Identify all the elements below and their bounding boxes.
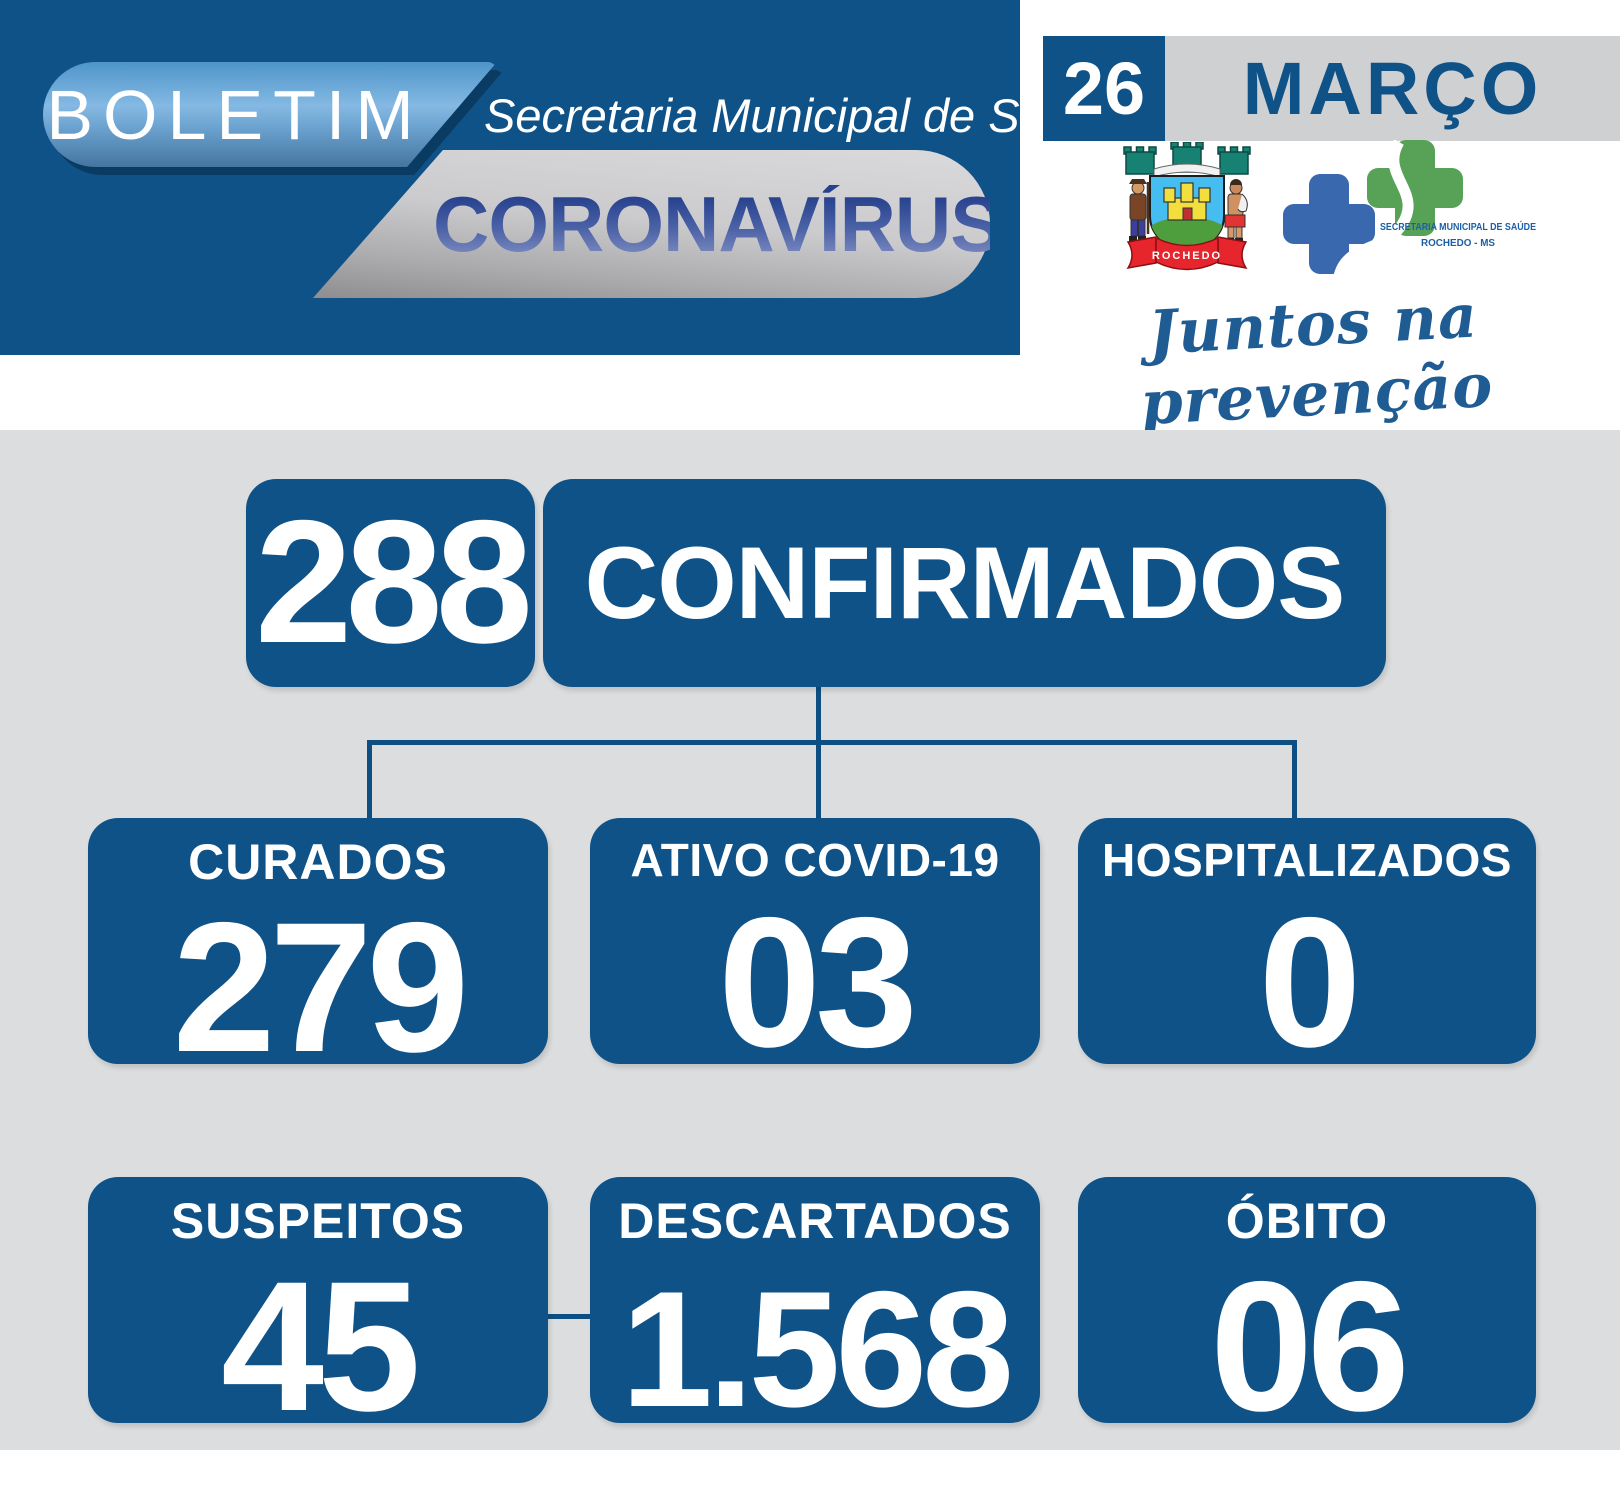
connector-drop-right [1292,740,1297,818]
coronavirus-title: CORONAVÍRUS [313,185,990,263]
stat-value: 279 [172,884,470,1064]
stat-value: 1.568 [621,1256,1014,1423]
coat-left-figure [1129,179,1150,241]
stat-label: CURADOS [188,834,448,890]
stat-label: SUSPEITOS [170,1193,466,1249]
slogan-script: Juntos na prevenção [1138,281,1495,440]
connector-stem [816,687,821,818]
stat-label: ATIVO COVID-19 [630,834,1000,886]
stat-value: 0 [1258,879,1362,1064]
stat-card-curados: CURADOS 279 [88,818,548,1064]
rochedo-coat-of-arms: ROCHEDO [1123,142,1251,271]
boletim-title: BOLETIM [46,75,424,154]
stat-card-suspeitos: SUSPEITOS 45 [88,1177,548,1423]
total-label: CONFIRMADOS [584,526,1346,640]
health-logo-line1: SECRETARIA MUNICIPAL DE SAÚDE [1380,220,1536,233]
stat-label: HOSPITALIZADOS [1102,834,1512,886]
health-secretary-logo: SECRETARIA MUNICIPAL DE SAÚDE ROCHEDO - … [1283,140,1536,278]
connector-horizontal [367,740,1297,745]
coat-crown-towers [1123,142,1251,175]
stat-value: 03 [718,879,918,1064]
stat-card-descartados: DESCARTADOS 1.568 [590,1177,1040,1423]
coronavirus-ribbon: CORONAVÍRUS [313,150,990,298]
total-label-card: CONFIRMADOS [543,479,1386,687]
connector-drop-left [367,740,372,818]
total-value: 288 [255,485,533,680]
stat-label: ÓBITO [1225,1193,1389,1249]
stat-value: 06 [1210,1243,1410,1423]
stat-card-hospitalizados: HOSPITALIZADOS 0 [1078,818,1536,1064]
health-logo-line2: ROCHEDO - MS [1421,237,1495,249]
stat-card-ativo-covid: ATIVO COVID-19 03 [590,818,1040,1064]
coat-ribbon-banner: ROCHEDO [1126,236,1248,271]
stat-label: DESCARTADOS [618,1193,1012,1249]
connector-row2 [548,1314,590,1319]
header-subtitle: Secretaria Municipal de Saúde [484,89,1125,142]
boletim-pill: BOLETIM [43,62,497,167]
blue-cross-icon [1283,174,1375,274]
coat-city-name: ROCHEDO [1152,250,1222,262]
stat-value: 45 [221,1243,421,1423]
total-value-card: 288 [246,479,535,687]
date-bar: 26 MARÇO [1043,36,1620,141]
date-month-bar: MARÇO [1165,36,1620,141]
stat-card-obito: ÓBITO 06 [1078,1177,1536,1423]
date-day-badge: 26 [1043,36,1165,141]
coat-right-figure [1224,179,1248,242]
logo-swoosh [1333,140,1414,278]
